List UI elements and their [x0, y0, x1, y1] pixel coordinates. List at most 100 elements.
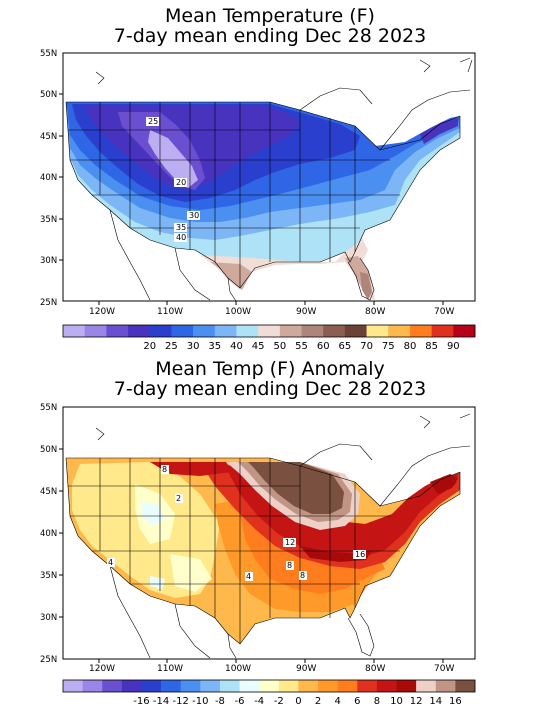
- top-lat-40: 40N: [40, 173, 57, 183]
- bottom-colorbar-swatch: [200, 680, 221, 692]
- bottom-colorbar-label: 0: [295, 696, 301, 707]
- top-colorbar-swatch: [193, 325, 216, 337]
- bottom-colorbar-labels: -16 -14 -12 -10 -8 -6 -4 -2 0 2 4 6 8 10 12 14 16: [133, 696, 461, 707]
- top-region-ne-cold: [420, 118, 458, 144]
- bottom-label-bg-1: [175, 494, 183, 503]
- top-colorbar-swatch: [388, 325, 411, 337]
- top-lon-110w: 110W: [157, 307, 183, 317]
- bottom-ticks: [59, 448, 444, 663]
- top-colorbar-label: 65: [339, 341, 352, 352]
- bottom-colorbar-swatch: [337, 680, 358, 692]
- top-temperature-map: 25 20 30 35 40 55N 50N 45N 40N 35N 30N 2…: [40, 49, 476, 352]
- bottom-map-label-2: 12: [285, 538, 295, 547]
- top-colorbar-label: 40: [230, 341, 243, 352]
- top-colorbar-labels: 20 25 30 35 40 45 50 55 60 65 70 75 80 85 90: [143, 341, 459, 352]
- bottom-colorbar-swatch: [357, 680, 378, 692]
- bottom-colorbar-swatch: [318, 680, 338, 692]
- top-colorbar-label: 85: [425, 341, 438, 352]
- top-lat-50: 50N: [40, 90, 57, 100]
- bottom-region-red2: [225, 466, 458, 558]
- bottom-lon-110w: 110W: [157, 664, 183, 674]
- bottom-colorbar-swatch: [141, 680, 162, 692]
- bottom-colorbar-swatch: [278, 680, 299, 692]
- top-colorbar-swatch: [171, 325, 194, 337]
- bottom-label-bg-5: [353, 550, 366, 559]
- bottom-colorbar-label: 8: [374, 696, 380, 707]
- top-region-very-cold: [148, 130, 198, 188]
- top-colorbar-swatch: [323, 325, 346, 337]
- bottom-colorbar-label: -16: [133, 696, 149, 707]
- bottom-colorbar-swatch: [396, 680, 417, 692]
- top-map-labels: 25 20 30 35 40: [146, 117, 200, 242]
- top-colorbar-label: 20: [143, 341, 156, 352]
- bottom-colorbar-label: -10: [192, 696, 208, 707]
- bottom-label-bg-7: [245, 572, 253, 581]
- bottom-colorbar-label: -8: [215, 696, 225, 707]
- top-colorbar-label: 30: [187, 341, 200, 352]
- bottom-region-near-zero: [142, 502, 165, 590]
- bottom-lat-50: 50N: [40, 445, 57, 455]
- top-title-line1: Mean Temperature (F): [165, 5, 375, 27]
- bottom-colorbar-swatch: [63, 680, 83, 692]
- bottom-colorbar-swatch: [161, 680, 182, 692]
- bottom-region-red1: [200, 462, 460, 569]
- bottom-lat-25: 25N: [40, 655, 57, 665]
- bottom-title-line2: 7-day mean ending Dec 28 2023: [113, 378, 427, 400]
- bottom-label-bg-0: [161, 465, 169, 474]
- top-map-label-1: 20: [176, 178, 186, 187]
- top-colorbar-swatch: [431, 325, 454, 337]
- bottom-lat-45: 45N: [40, 487, 57, 497]
- top-colorbar-label: 70: [360, 341, 373, 352]
- top-colorbar-swatch: [258, 325, 281, 337]
- bottom-colorbar-label: -4: [254, 696, 264, 707]
- bottom-lon-100w: 100W: [225, 664, 251, 674]
- bottom-anomaly-map: 8 2 12 4 8 16 8 4 55N 50N 45N 40N 35N 30…: [40, 403, 476, 707]
- top-colorbar: [62, 324, 476, 338]
- bottom-map-label-5: 16: [355, 550, 365, 559]
- top-map-label-3: 35: [176, 223, 186, 232]
- bottom-colorbar-swatch: [180, 680, 201, 692]
- bottom-lon-120w: 120W: [89, 664, 115, 674]
- bottom-title-line1: Mean Temp (F) Anomaly: [155, 358, 385, 380]
- top-lon-120w: 120W: [89, 307, 115, 317]
- top-colorbar-swatch: [214, 325, 237, 337]
- bottom-neighbor-lines: [95, 413, 471, 659]
- top-lon-70w: 70W: [434, 307, 454, 317]
- top-map-label-2: 30: [189, 211, 199, 220]
- top-colorbar-label: 60: [317, 341, 330, 352]
- top-region-mild2: [210, 256, 372, 300]
- top-label-bg-1: [174, 178, 187, 187]
- top-colorbar-label: 35: [208, 341, 221, 352]
- top-lat-axis: 55N 50N 45N 40N 35N 30N 25N: [40, 49, 57, 308]
- bottom-colorbar-swatch: [82, 680, 103, 692]
- top-label-bg-0: [146, 117, 159, 126]
- top-lon-80w: 80W: [365, 307, 385, 317]
- top-colorbar-swatch: [301, 325, 324, 337]
- bottom-label-bg-3: [107, 558, 115, 567]
- bottom-label-bg-4: [286, 561, 294, 570]
- bottom-state-lines: [65, 457, 461, 657]
- bottom-region-brown2: [248, 462, 344, 514]
- bottom-map-label-0: 8: [162, 465, 167, 474]
- top-lat-55: 55N: [40, 49, 57, 59]
- bottom-colorbar-label: 14: [429, 696, 442, 707]
- top-ticks: [59, 93, 444, 305]
- top-colorbar-swatch: [236, 325, 259, 337]
- top-colorbar-frame: [62, 324, 476, 338]
- bottom-lat-55: 55N: [40, 403, 57, 413]
- bottom-lat-axis: 55N 50N 45N 40N 35N 30N 25N: [40, 403, 57, 665]
- bottom-colorbar: [62, 679, 476, 693]
- top-lon-100w: 100W: [225, 307, 251, 317]
- top-map-label-0: 25: [148, 117, 158, 126]
- bottom-colorbar-swatch: [102, 680, 123, 692]
- top-colorbar-label: 45: [252, 341, 265, 352]
- bottom-colorbar-label: -2: [274, 696, 284, 707]
- top-label-bg-3: [174, 223, 187, 232]
- bottom-lon-axis: 120W 110W 100W 90W 80W 70W: [89, 664, 454, 674]
- top-colorbar-label: 25: [165, 341, 178, 352]
- top-state-lines: [65, 101, 461, 301]
- bottom-colorbar-swatch: [259, 680, 280, 692]
- bottom-colorbar-swatch: [219, 680, 240, 692]
- bottom-colorbar-frame: [62, 679, 476, 693]
- bottom-colorbar-label: 16: [449, 696, 462, 707]
